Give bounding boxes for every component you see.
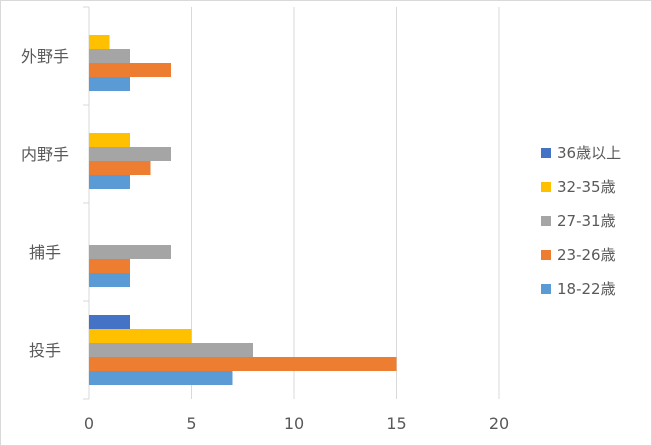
- legend-label: 27-31歳: [557, 212, 616, 230]
- bar-2-3: [89, 259, 130, 273]
- bar-3-1: [89, 329, 192, 343]
- bar-0-3: [89, 63, 171, 77]
- legend-swatch: [541, 284, 551, 294]
- legend-label: 23-26歳: [557, 246, 616, 264]
- legend-label: 18-22歳: [557, 280, 616, 298]
- bars: [89, 35, 397, 385]
- category-label: 投手: [29, 341, 61, 360]
- bar-1-3: [89, 161, 151, 175]
- bar-0-4: [89, 77, 130, 91]
- x-tick-label: 20: [489, 414, 509, 433]
- x-tick-label: 10: [284, 414, 304, 433]
- bar-1-1: [89, 133, 130, 147]
- legend-label: 36歳以上: [557, 144, 621, 162]
- legend-label: 32-35歳: [557, 178, 616, 196]
- category-axis: [83, 6, 90, 400]
- bar-3-2: [89, 343, 253, 357]
- category-label: 外野手: [21, 47, 69, 66]
- legend-swatch: [541, 182, 551, 192]
- bar-3-0: [89, 315, 130, 329]
- bar-1-2: [89, 147, 171, 161]
- category-label: 内野手: [21, 145, 69, 164]
- gridlines: [191, 7, 500, 399]
- category-label: 捕手: [29, 243, 61, 262]
- bar-2-2: [89, 245, 171, 259]
- x-tick-label: 15: [386, 414, 406, 433]
- legend-swatch: [541, 216, 551, 226]
- x-tick-label: 5: [186, 414, 196, 433]
- x-tick-label: 0: [84, 414, 94, 433]
- bar-0-1: [89, 35, 110, 49]
- x-tick-labels: 0 5 10 15 20: [84, 414, 509, 433]
- legend: 36歳以上 32-35歳 27-31歳 23-26歳 18-22歳: [541, 144, 621, 298]
- bar-2-4: [89, 273, 130, 287]
- bar-3-4: [89, 371, 233, 385]
- legend-swatch: [541, 250, 551, 260]
- bar-1-4: [89, 175, 130, 189]
- bar-0-2: [89, 49, 130, 63]
- legend-swatch: [541, 148, 551, 158]
- bar-3-3: [89, 357, 397, 371]
